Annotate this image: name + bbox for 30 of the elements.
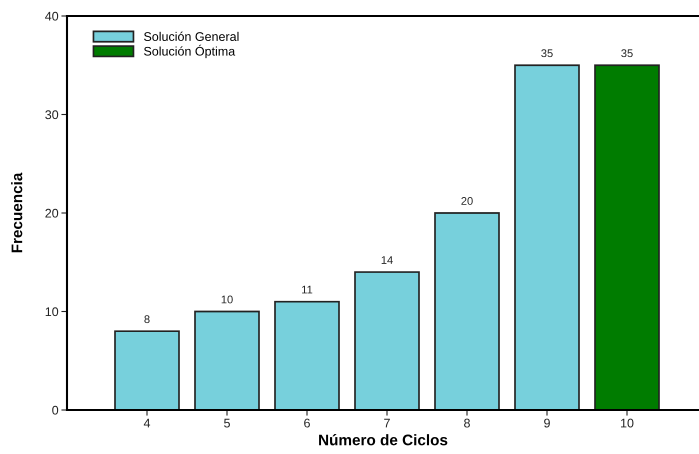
y-tick-label: 0	[52, 406, 58, 415]
bar	[194, 310, 260, 410]
bar	[594, 64, 660, 410]
bar	[514, 64, 580, 410]
y-tick-label: 10	[46, 307, 58, 316]
bar	[114, 330, 180, 410]
data-label: 10	[222, 296, 233, 304]
data-label: 14	[382, 256, 393, 264]
legend-label: Solución General	[144, 32, 239, 42]
x-axis-title: Número de Ciclos	[319, 434, 448, 446]
y-tick-label: 40	[45, 12, 58, 21]
x-tick-label: 9	[544, 418, 550, 428]
data-label: 35	[541, 49, 553, 58]
data-label: 11	[302, 286, 312, 294]
data-label: 8	[144, 315, 150, 324]
bar	[354, 271, 420, 410]
x-tick-label: 8	[464, 418, 470, 428]
bar	[274, 300, 340, 410]
y-tick-label: 30	[45, 110, 58, 120]
y-axis-title: Frecuencia	[11, 172, 22, 252]
x-tick-label: 10	[621, 418, 634, 428]
x-tick-label: 6	[304, 418, 310, 428]
x-tick-label: 5	[224, 418, 230, 428]
y-tick-label: 20	[45, 208, 58, 218]
data-label: 35	[621, 49, 633, 58]
legend-label: Solución Óptima	[144, 44, 236, 58]
bar	[434, 212, 500, 410]
x-tick-label: 7	[384, 418, 390, 428]
data-label: 20	[461, 197, 473, 205]
x-tick-label: 4	[144, 418, 150, 428]
